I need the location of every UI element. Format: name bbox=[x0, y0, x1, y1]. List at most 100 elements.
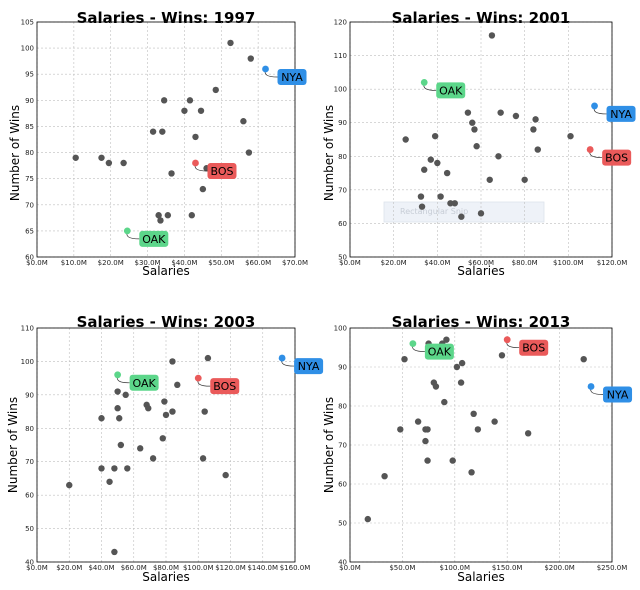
team-label-box-oak bbox=[139, 230, 169, 247]
y-tick-label: 60 bbox=[338, 481, 347, 489]
y-tick-label: 100 bbox=[21, 45, 34, 53]
data-point bbox=[471, 126, 478, 133]
data-point bbox=[117, 441, 125, 449]
team-label-box-bos bbox=[519, 339, 549, 356]
data-point bbox=[105, 159, 113, 167]
highlight-point-nya bbox=[262, 65, 269, 73]
highlight-point-nya bbox=[591, 102, 598, 110]
x-tick-label: $80.0M bbox=[512, 259, 538, 267]
y-tick-label: 95 bbox=[25, 71, 34, 79]
data-point bbox=[401, 356, 408, 363]
x-tick-label: $40.0M bbox=[88, 564, 114, 572]
x-tick-label: $40.0M bbox=[171, 259, 197, 267]
data-point bbox=[498, 352, 506, 359]
chart-panel-1997: Salaries - Wins: 1997 Salaries Number of… bbox=[8, 9, 308, 278]
data-point bbox=[431, 132, 439, 140]
team-label-nya: NYA bbox=[281, 71, 303, 84]
data-point bbox=[72, 154, 79, 161]
y-tick-label: 110 bbox=[334, 52, 347, 60]
chart-title: Salaries - Wins: 1997 bbox=[77, 9, 256, 27]
y-tick-label: 50 bbox=[338, 520, 347, 528]
chart-panel-2001: Salaries - Wins: 2001 Salaries Number of… bbox=[322, 9, 636, 278]
y-tick-label: 60 bbox=[338, 220, 347, 228]
data-point bbox=[530, 126, 537, 133]
data-point bbox=[488, 32, 496, 39]
data-point bbox=[161, 398, 168, 405]
x-tick-label: $120.0M bbox=[215, 564, 246, 572]
data-point bbox=[464, 109, 472, 116]
x-tick-label: $60.0M bbox=[245, 259, 271, 267]
highlight-point-bos bbox=[586, 146, 594, 153]
data-point bbox=[453, 363, 461, 371]
data-point bbox=[491, 418, 498, 425]
y-tick-label: 100 bbox=[334, 86, 347, 94]
data-point bbox=[159, 128, 166, 135]
data-point bbox=[469, 119, 476, 126]
data-point bbox=[160, 97, 168, 104]
data-point bbox=[155, 212, 162, 219]
y-tick-label: 60 bbox=[25, 492, 34, 500]
data-point bbox=[114, 405, 121, 412]
y-tick-label: 75 bbox=[25, 175, 34, 183]
y-tick-label: 85 bbox=[25, 123, 34, 131]
x-axis-label: Salaries bbox=[142, 264, 190, 278]
data-point bbox=[580, 356, 587, 363]
plot-frame bbox=[36, 327, 296, 563]
highlight-point-bos bbox=[192, 159, 199, 167]
data-point bbox=[66, 481, 73, 489]
team-label-box-nya bbox=[294, 358, 324, 375]
highlight-point-oak bbox=[114, 371, 122, 379]
y-tick-label: 80 bbox=[25, 425, 34, 433]
x-tick-label: $160.0M bbox=[280, 564, 311, 572]
data-point bbox=[424, 457, 431, 464]
data-point bbox=[512, 112, 520, 120]
y-tick-label: 70 bbox=[338, 442, 347, 450]
x-tick-label: $0.0M bbox=[26, 564, 48, 572]
x-tick-label: $200.0M bbox=[544, 564, 575, 572]
y-tick-label: 70 bbox=[25, 201, 34, 209]
x-tick-label: $80.0M bbox=[153, 564, 179, 572]
x-tick-label: $50.0M bbox=[389, 564, 415, 572]
chart-title: Salaries - Wins: 2001 bbox=[392, 9, 571, 27]
data-point bbox=[222, 471, 229, 479]
y-tick-label: 90 bbox=[338, 119, 347, 127]
data-point bbox=[197, 107, 205, 114]
x-tick-label: $10.0M bbox=[61, 259, 87, 267]
data-point bbox=[98, 415, 105, 422]
x-axis-label: Salaries bbox=[142, 570, 190, 584]
y-tick-label: 110 bbox=[21, 325, 34, 333]
data-point bbox=[149, 128, 157, 135]
data-point bbox=[397, 426, 404, 433]
data-point bbox=[114, 388, 121, 395]
data-point bbox=[169, 408, 176, 415]
y-tick-label: 80 bbox=[25, 149, 34, 157]
data-point bbox=[524, 430, 532, 437]
data-point bbox=[162, 411, 170, 419]
data-point bbox=[437, 193, 444, 200]
data-point bbox=[247, 55, 254, 62]
data-point bbox=[451, 200, 458, 207]
y-tick-label: 60 bbox=[25, 254, 34, 262]
data-point bbox=[204, 354, 212, 362]
data-point bbox=[192, 133, 199, 141]
team-label-box-bos bbox=[207, 163, 237, 179]
x-tick-label: $30.0M bbox=[135, 259, 161, 267]
x-tick-label: $100.0M bbox=[440, 564, 471, 572]
team-label-bos: BOS bbox=[210, 165, 233, 178]
x-tick-label: $50.0M bbox=[208, 259, 234, 267]
data-point bbox=[458, 359, 466, 367]
highlight-point-nya bbox=[278, 354, 286, 362]
data-point bbox=[169, 358, 176, 365]
x-tick-label: $20.0M bbox=[98, 259, 124, 267]
data-point bbox=[417, 193, 425, 200]
plot-frame bbox=[36, 21, 296, 258]
data-point bbox=[145, 405, 152, 412]
data-point bbox=[164, 212, 172, 219]
y-tick-label: 80 bbox=[338, 403, 347, 411]
team-label-oak: OAK bbox=[142, 233, 166, 246]
snip-watermark: Rectangular Snip bbox=[400, 207, 468, 216]
team-label-nya: NYA bbox=[610, 108, 632, 121]
highlight-point-oak bbox=[420, 79, 428, 86]
x-tick-label: $60.0M bbox=[468, 259, 494, 267]
